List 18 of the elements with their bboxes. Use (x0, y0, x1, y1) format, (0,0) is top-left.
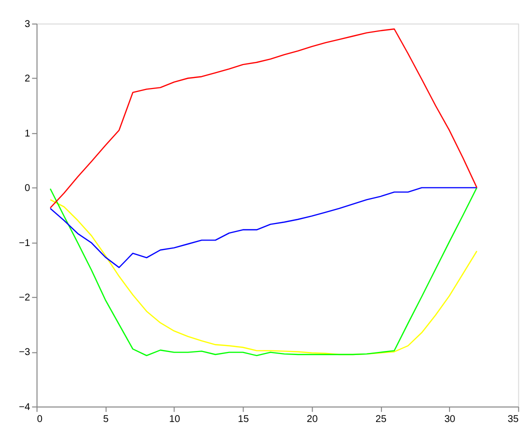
x-tick-label: 10 (169, 414, 181, 423)
y-tick-label: 2 (24, 74, 30, 85)
y-tick-label: 3 (24, 19, 31, 30)
x-tick-label: 0 (37, 414, 44, 423)
x-tick-label: 30 (444, 414, 456, 423)
x-tick-label: 35 (508, 414, 520, 423)
y-tick-label: −2 (18, 292, 30, 304)
x-tick-label: 25 (376, 414, 388, 423)
y-tick-label: −4 (18, 402, 31, 413)
y-tick-label: −1 (18, 238, 30, 249)
line-series (50, 28, 478, 208)
y-tick-label: 0 (24, 183, 31, 194)
line-series (50, 187, 478, 268)
y-tick-label: −3 (18, 347, 31, 358)
x-tick-label: 20 (306, 414, 318, 423)
x-tick-label: 5 (103, 414, 110, 423)
x-tick-label: 15 (238, 414, 250, 423)
y-tick-label: 1 (24, 128, 30, 140)
